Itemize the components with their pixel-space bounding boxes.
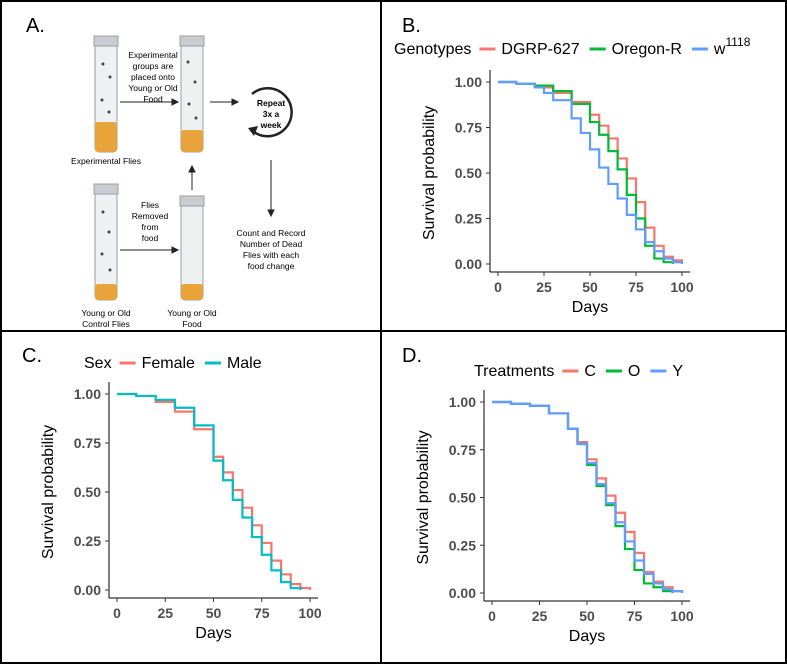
legend-entry: Y: [672, 363, 683, 380]
x-tick-label: 0: [488, 608, 496, 624]
x-tick-label: 0: [113, 605, 121, 621]
survival-curve-oregon-r: [498, 80, 674, 264]
tube-on-food: [179, 35, 205, 153]
x-axis-label: Days: [569, 628, 605, 645]
flies-removed-line: from: [142, 222, 159, 232]
note-top-line: placed onto: [131, 72, 175, 82]
panel-a-diagram: A.: [0, 0, 382, 332]
tube-experimental-flies: [93, 35, 119, 153]
survival-curve-o: [492, 400, 674, 593]
count-record-line: Flies with each: [243, 250, 299, 260]
genotype-survival-chart: B. Genotypes DGRP-627 Oregon-R w1118 0.00 0.25…: [394, 15, 751, 316]
repeat-line: Repeat: [257, 98, 286, 108]
survival-curve-female: [117, 392, 312, 590]
legend-title: Genotypes: [394, 41, 471, 58]
note-top: Experimental groups are placed onto Youn…: [128, 50, 178, 104]
panel-a-svg: A.: [26, 15, 306, 329]
flies-removed-line: Removed: [132, 211, 169, 221]
x-tick-label: 100: [670, 608, 694, 624]
control-flies-label: Young or Old Control Flies: [81, 308, 131, 329]
legend-entry: Female: [142, 355, 195, 372]
y-tick-label: 0.00: [74, 582, 101, 598]
x-tick-label: 50: [579, 608, 595, 624]
x-tick-label: 50: [582, 279, 598, 295]
legend-entry: Oregon-R: [612, 41, 682, 58]
x-tick-label: 100: [670, 279, 694, 295]
diagram-arrows: [120, 98, 275, 254]
panel-label: B.: [402, 15, 421, 37]
treatment-survival-chart: D. Treatments C O Y 0.00 0.25 0.50 0.75 1.00 0 25 50…: [402, 345, 694, 645]
y-axis-label: Survival probability: [415, 430, 432, 564]
survival-curve-male: [117, 392, 302, 590]
panel-c-chart: C. Sex Female Male 0.00 0.25 0.50 0.75 1.00 0 25 50…: [0, 330, 382, 664]
y-tick-label: 0.50: [455, 165, 482, 181]
tube-young-old-food: [179, 195, 205, 301]
y-tick-label: 0.00: [449, 585, 476, 601]
panel-label: D.: [402, 345, 422, 367]
y-tick-label: 0.75: [455, 120, 482, 136]
legend-entry: DGRP-627: [501, 41, 579, 58]
legend-title: Treatments: [474, 363, 554, 380]
legend-entry: O: [628, 363, 640, 380]
survival-curve-c: [492, 400, 684, 593]
y-tick-label: 0.00: [455, 256, 482, 272]
x-tick-label: 0: [494, 279, 502, 295]
legend-entry: Male: [227, 355, 262, 372]
x-tick-label: 100: [298, 605, 322, 621]
count-record-label: Count and Record Number of Dead Flies wi…: [237, 228, 306, 271]
food-line: Young or Old: [167, 308, 217, 318]
repeat-label: Repeat 3x a week: [257, 98, 286, 130]
y-tick-label: 1.00: [449, 394, 476, 410]
x-tick-label: 25: [532, 608, 548, 624]
panel-label: C.: [22, 345, 42, 367]
x-tick-label: 75: [628, 279, 644, 295]
count-record-line: Number of Dead: [240, 239, 303, 249]
repeat-line: 3x a: [263, 109, 280, 119]
count-record-line: food change: [248, 261, 295, 271]
y-tick-label: 0.25: [455, 211, 482, 227]
y-tick-label: 1.00: [74, 386, 101, 402]
repeat-line: week: [260, 120, 282, 130]
y-axis-label: Survival probability: [40, 425, 57, 559]
note-top-line: Young or Old: [128, 83, 178, 93]
x-tick-label: 75: [627, 608, 643, 624]
food-label: Young or Old Food: [167, 308, 217, 329]
note-top-line: Food: [143, 94, 163, 104]
y-tick-label: 1.00: [455, 74, 482, 90]
repeat-cycle-icon: [248, 87, 293, 138]
panel-a-label: A.: [26, 15, 45, 37]
x-tick-label: 25: [536, 279, 552, 295]
flies-removed-line: Flies: [141, 200, 159, 210]
x-tick-label: 75: [254, 605, 270, 621]
y-tick-label: 0.75: [74, 435, 101, 451]
panel-d-chart: D. Treatments C O Y 0.00 0.25 0.50 0.75 1.00 0 25 50…: [380, 330, 787, 664]
panel-b-chart: B. Genotypes DGRP-627 Oregon-R w1118 0.00 0.25…: [380, 0, 787, 332]
legend-entry: C: [584, 363, 596, 380]
count-record-line: Count and Record: [237, 228, 306, 238]
food-line: Food: [182, 319, 202, 329]
x-tick-label: 50: [206, 605, 222, 621]
legend-entry: w1118: [713, 35, 751, 58]
experimental-flies-label: Experimental Flies: [71, 156, 141, 166]
control-flies-line: Control Flies: [82, 319, 130, 329]
survival-curve-w1118: [498, 80, 684, 264]
legend-title: Sex: [84, 355, 112, 372]
x-axis-label: Days: [195, 625, 231, 642]
x-tick-label: 25: [157, 605, 173, 621]
control-flies-line: Young or Old: [81, 308, 131, 318]
note-top-line: groups are: [133, 61, 174, 71]
flies-removed-line: food: [142, 233, 159, 243]
tube-control-flies: [93, 183, 119, 301]
x-axis-label: Days: [572, 299, 608, 316]
survival-curve-y: [492, 400, 684, 593]
y-tick-label: 0.25: [449, 537, 476, 553]
y-tick-label: 0.75: [449, 442, 476, 458]
note-top-line: Experimental: [128, 50, 178, 60]
y-axis-label: Survival probability: [421, 106, 438, 240]
y-tick-label: 0.25: [74, 533, 101, 549]
y-tick-label: 0.50: [449, 490, 476, 506]
flies-removed-label: Flies Removed from food: [132, 200, 169, 243]
sex-survival-chart: C. Sex Female Male 0.00 0.25 0.50 0.75 1.00 0 25 50…: [22, 345, 322, 642]
y-tick-label: 0.50: [74, 484, 101, 500]
